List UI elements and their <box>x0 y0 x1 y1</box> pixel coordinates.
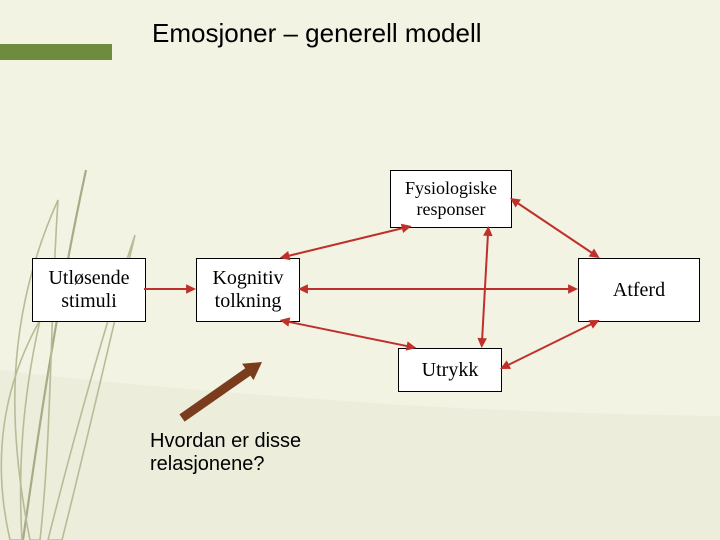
node-utlosende-stimuli: Utløsendestimuli <box>32 258 146 322</box>
caption-line-1: Hvordan er disse <box>150 430 301 453</box>
node-label: Fysiologiskeresponser <box>405 178 497 219</box>
caption-line-2: relasjonene? <box>150 453 301 476</box>
node-atferd: Atferd <box>578 258 700 322</box>
node-label: Utløsendestimuli <box>48 267 129 313</box>
node-utrykk: Utrykk <box>398 348 502 392</box>
node-label: Atferd <box>613 279 665 302</box>
node-label: Kognitivtolkning <box>212 267 283 313</box>
node-kognitiv-tolkning: Kognitivtolkning <box>196 258 300 322</box>
caption-question: Hvordan er disse relasjonene? <box>150 430 301 476</box>
node-fysiologiske-responser: Fysiologiskeresponser <box>390 170 512 228</box>
slide: Emosjoner – generell modell Fysiologiske… <box>0 0 720 540</box>
node-label: Utrykk <box>422 359 479 382</box>
slide-title: Emosjoner – generell modell <box>152 18 482 49</box>
